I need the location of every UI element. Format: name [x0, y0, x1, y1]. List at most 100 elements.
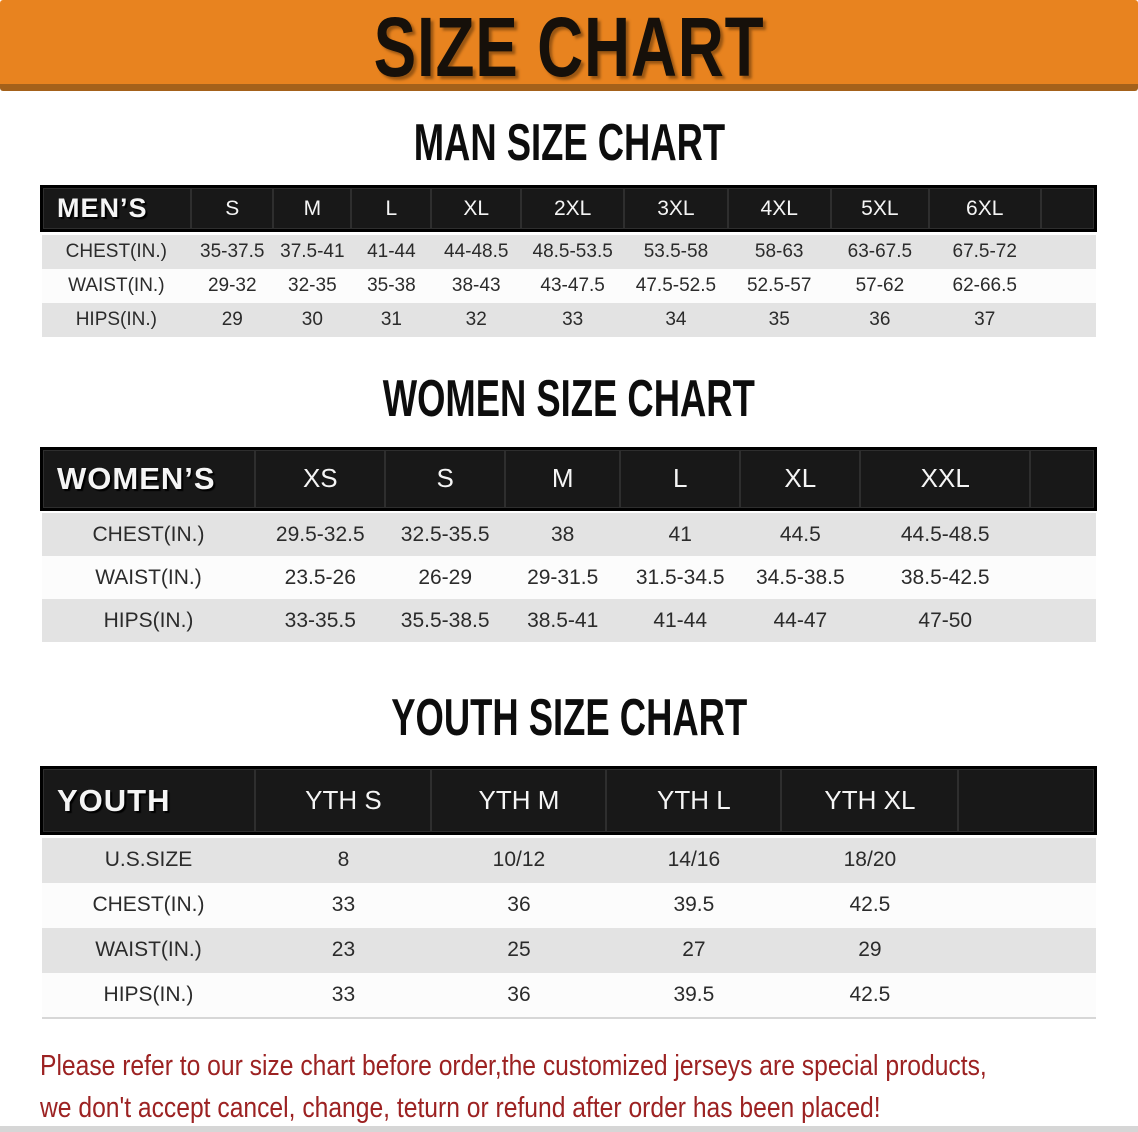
row-label: HIPS(IN.) — [41, 302, 192, 337]
men-size-column-header: M — [273, 185, 352, 232]
size-value-cell: 44.5-48.5 — [860, 513, 1031, 556]
youth-table: YOUTH YTH S YTH M YTH L YTH XL U.S.SIZE 8 10/12… — [40, 766, 1098, 1019]
size-value-cell: 34.5-38.5 — [740, 556, 861, 599]
size-value-cell: 32.5-35.5 — [385, 513, 506, 556]
size-value-cell: 47-50 — [860, 599, 1031, 642]
women-size-column-header: XL — [740, 446, 861, 511]
gap-cell — [1040, 230, 1096, 235]
size-value-cell: 41 — [620, 513, 741, 556]
men-measurement-row: WAIST(IN.) 29-32 32-35 35-38 38-43 43-47.5 47.… — [41, 268, 1096, 303]
gap-cell — [928, 230, 1041, 235]
size-value-cell: 29 — [781, 927, 959, 973]
youth-size-chart-heading: YOUTH SIZE CHART — [391, 689, 747, 747]
gap-cell — [431, 230, 522, 235]
youth-header-row: YOUTH YTH S YTH M YTH L YTH XL — [40, 766, 1098, 835]
gap-cell — [351, 230, 432, 235]
size-value-cell: 34 — [624, 302, 728, 337]
gap-cell — [191, 230, 274, 235]
youth-size-table: YOUTH YTH S YTH M YTH L YTH XL U.S.SIZE 8 10/12… — [0, 766, 1138, 1019]
mens-size-table: MEN’S S M L XL 2XL 3XL 4XL 5XL 6XL CHEST(IN.) 35-37… — [0, 185, 1138, 337]
size-value-cell: 32-35 — [273, 268, 352, 303]
women-size-chart-heading: WOMEN SIZE CHART — [382, 369, 756, 428]
size-value-cell: 58-63 — [727, 234, 831, 269]
header-gap — [41, 230, 1096, 235]
row-spacer-cell — [1040, 268, 1096, 303]
size-value-cell: 41-44 — [620, 599, 741, 642]
row-label: WAIST(IN.) — [41, 268, 192, 303]
gap-cell — [727, 230, 831, 235]
row-label: CHEST(IN.) — [41, 882, 256, 928]
size-value-cell: 23.5-26 — [255, 556, 386, 599]
youth-measurement-row: CHEST(IN.) 33 36 39.5 42.5 — [41, 882, 1096, 928]
youth-size-column-header: YTH S — [255, 766, 432, 835]
men-size-column-header: 2XL — [521, 185, 625, 232]
header-spacer-cell — [1040, 185, 1097, 232]
row-spacer-cell — [958, 882, 1096, 928]
size-value-cell: 32 — [431, 302, 522, 337]
banner-title: SIZE CHART — [373, 0, 765, 94]
women-size-column-header: S — [385, 446, 506, 511]
disclaimer-line-1: Please refer to our size chart before or… — [40, 1049, 987, 1082]
row-label: HIPS(IN.) — [41, 599, 256, 642]
size-value-cell: 8 — [255, 837, 432, 883]
size-value-cell: 14/16 — [606, 837, 782, 883]
row-spacer-cell — [1030, 513, 1096, 556]
women-table: WOMEN’S XS S M L XL XXL CHEST(IN.) 29.5-32.5 32.5… — [40, 446, 1098, 642]
women-size-column-header: XXL — [860, 446, 1031, 511]
gap-cell — [830, 230, 929, 235]
gap-cell — [41, 230, 192, 235]
size-value-cell: 38.5-42.5 — [860, 556, 1031, 599]
size-value-cell: 37.5-41 — [273, 234, 352, 269]
size-value-cell: 35 — [727, 302, 831, 337]
size-value-cell: 31 — [351, 302, 432, 337]
size-value-cell: 27 — [606, 927, 782, 973]
men-size-column-header: XL — [431, 185, 522, 232]
size-value-cell: 47.5-52.5 — [624, 268, 728, 303]
gap-cell — [958, 833, 1096, 838]
gap-cell — [385, 509, 506, 513]
bottom-edge-strip — [0, 1126, 1138, 1132]
gap-cell — [624, 230, 728, 235]
women-measurement-row: HIPS(IN.) 33-35.5 35.5-38.5 38.5-41 41-44 44-… — [41, 599, 1096, 642]
size-value-cell: 33-35.5 — [255, 599, 386, 642]
size-value-cell: 44-48.5 — [431, 234, 522, 269]
row-label: WAIST(IN.) — [41, 927, 256, 973]
womens-size-table: WOMEN’S XS S M L XL XXL CHEST(IN.) 29.5-32.5 32.5… — [0, 446, 1138, 642]
men-size-column-header: 4XL — [727, 185, 831, 232]
row-label: HIPS(IN.) — [41, 972, 256, 1019]
gap-cell — [273, 230, 352, 235]
size-value-cell: 42.5 — [781, 882, 959, 928]
size-value-cell: 29 — [191, 302, 274, 337]
gap-cell — [620, 509, 741, 513]
women-measurement-row: WAIST(IN.) 23.5-26 26-29 29-31.5 31.5-34.5 34… — [41, 556, 1096, 599]
men-measurement-row: CHEST(IN.) 35-37.5 37.5-41 41-44 44-48.5 48.5… — [41, 234, 1096, 269]
size-value-cell: 33 — [521, 302, 625, 337]
header-gap — [41, 833, 1096, 838]
disclaimer-text: Please refer to our size chart before or… — [40, 1045, 1138, 1129]
size-value-cell: 38-43 — [431, 268, 522, 303]
size-value-cell: 38.5-41 — [505, 599, 621, 642]
men-table: MEN’S S M L XL 2XL 3XL 4XL 5XL 6XL CHEST(IN.) 35-37… — [40, 185, 1097, 337]
size-chart-banner: SIZE CHART — [0, 0, 1138, 94]
size-value-cell: 33 — [255, 882, 432, 928]
row-label: CHEST(IN.) — [41, 234, 192, 269]
size-value-cell: 29-31.5 — [505, 556, 621, 599]
youth-size-column-header: YTH M — [431, 766, 607, 835]
gap-cell — [740, 509, 861, 513]
man-size-chart-heading: MAN SIZE CHART — [413, 114, 725, 172]
women-size-column-header: M — [505, 446, 621, 511]
size-value-cell: 35-38 — [351, 268, 432, 303]
size-value-cell: 44.5 — [740, 513, 861, 556]
men-header-row: MEN’S S M L XL 2XL 3XL 4XL 5XL 6XL — [40, 185, 1097, 232]
youth-measurement-row: U.S.SIZE 8 10/12 14/16 18/20 — [41, 837, 1096, 883]
gap-cell — [505, 509, 621, 513]
youth-size-column-header: YTH XL — [781, 766, 959, 835]
gap-cell — [255, 833, 432, 838]
row-spacer-cell — [958, 837, 1096, 883]
size-value-cell: 41-44 — [351, 234, 432, 269]
gap-cell — [1030, 509, 1096, 513]
men-size-column-header: 3XL — [624, 185, 728, 232]
size-value-cell: 35.5-38.5 — [385, 599, 506, 642]
men-size-column-header: S — [191, 185, 274, 232]
gap-cell — [606, 833, 782, 838]
